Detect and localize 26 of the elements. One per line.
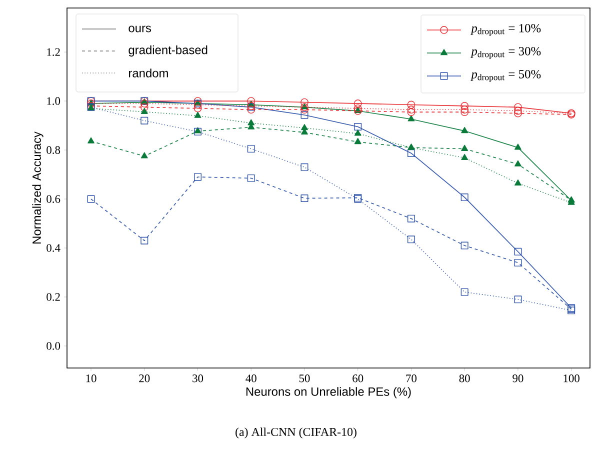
y-tick-label: 1.2 — [47, 48, 60, 56]
x-tick-label: 20 — [139, 374, 150, 382]
x-tick-label: 10 — [86, 374, 96, 382]
x-tick-label: 90 — [512, 374, 524, 382]
x-tick-label: 80 — [459, 374, 470, 382]
annotation: ours — [128, 26, 152, 32]
x-tick-label: 60 — [352, 374, 364, 382]
x-axis-title: Neurons on Unreliable PEs (%) — [246, 387, 411, 398]
x-tick-label: 30 — [192, 374, 204, 382]
x-tick-label: 100 — [564, 374, 580, 382]
y-tick-label: 0.4 — [46, 244, 60, 252]
annotation: gradient-based — [128, 45, 208, 57]
x-tick-label: 50 — [299, 374, 310, 382]
legend-label: p$_{dropout}$ = 10% — [470, 24, 541, 36]
y-tick-label: 1.0 — [47, 97, 60, 105]
legend-label: p$_{dropout}$ = 30% — [470, 46, 541, 60]
x-tick-label: 40 — [246, 374, 256, 382]
y-tick-label: 0.6 — [46, 195, 60, 203]
annotation: random — [129, 68, 168, 78]
x-tick-label: 70 — [406, 374, 417, 382]
y-tick-label: 0.0 — [46, 342, 60, 350]
y-axis-title: Normalized Accuracy — [32, 132, 44, 244]
text: (a) All-CNN (CIFAR-10) — [236, 428, 356, 438]
y-tick-label: 0.2 — [46, 293, 60, 301]
legend-label: p$_{dropout}$ = 50% — [470, 70, 541, 82]
y-tick-label: 0.8 — [46, 146, 60, 154]
